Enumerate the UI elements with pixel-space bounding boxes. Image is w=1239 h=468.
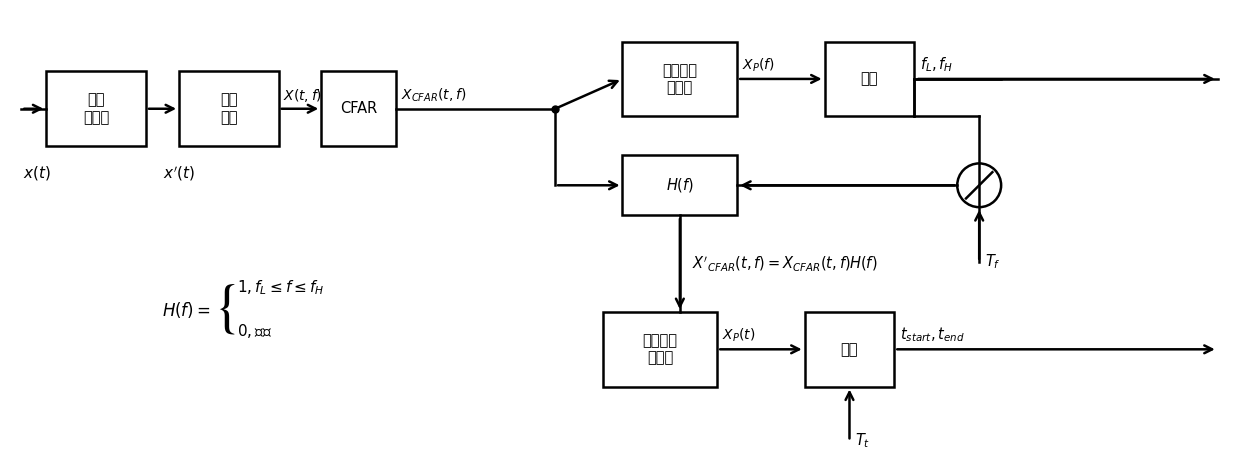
Text: $X_{CFAR}(t,f)$: $X_{CFAR}(t,f)$ — [401, 87, 466, 104]
Bar — [602, 312, 717, 387]
Text: 判决: 判决 — [841, 342, 859, 357]
Bar — [622, 42, 737, 116]
Bar — [804, 312, 895, 387]
Text: $H(f)$: $H(f)$ — [665, 176, 694, 194]
Text: $X_P(f)$: $X_P(f)$ — [742, 57, 776, 74]
Bar — [622, 155, 737, 215]
Bar — [321, 72, 396, 146]
Text: 计算时间
边际谱: 计算时间 边际谱 — [642, 333, 678, 366]
Text: $T_f$: $T_f$ — [985, 252, 1001, 271]
Text: $1, f_L \leq f \leq f_H$: $1, f_L \leq f \leq f_H$ — [237, 278, 325, 297]
Text: $X'_{CFAR}(t,f) = X_{CFAR}(t,f)H(f)$: $X'_{CFAR}(t,f) = X_{CFAR}(t,f)H(f)$ — [691, 254, 877, 273]
Bar — [178, 72, 279, 146]
Text: $f_L, f_H$: $f_L, f_H$ — [921, 55, 954, 74]
Text: $x(t)$: $x(t)$ — [24, 164, 51, 182]
Text: 分帧
分频段: 分帧 分频段 — [83, 93, 109, 125]
Text: $X(t,f)$: $X(t,f)$ — [282, 87, 322, 104]
Text: 时频
分析: 时频 分析 — [221, 93, 238, 125]
Text: $X_P(t)$: $X_P(t)$ — [722, 327, 756, 344]
Text: $t_{start}, t_{end}$: $t_{start}, t_{end}$ — [901, 326, 965, 344]
Text: $T_t$: $T_t$ — [855, 431, 871, 450]
Text: $0,$其它: $0,$其它 — [237, 322, 271, 340]
Text: $H(f) = $: $H(f) = $ — [162, 300, 211, 320]
Text: {: { — [213, 283, 240, 336]
Bar — [824, 42, 914, 116]
Text: 计算频率
边际谱: 计算频率 边际谱 — [663, 63, 698, 95]
Text: 判决: 判决 — [861, 72, 878, 87]
Text: CFAR: CFAR — [339, 101, 377, 116]
Text: $x'(t)$: $x'(t)$ — [164, 164, 195, 183]
Bar — [46, 72, 146, 146]
